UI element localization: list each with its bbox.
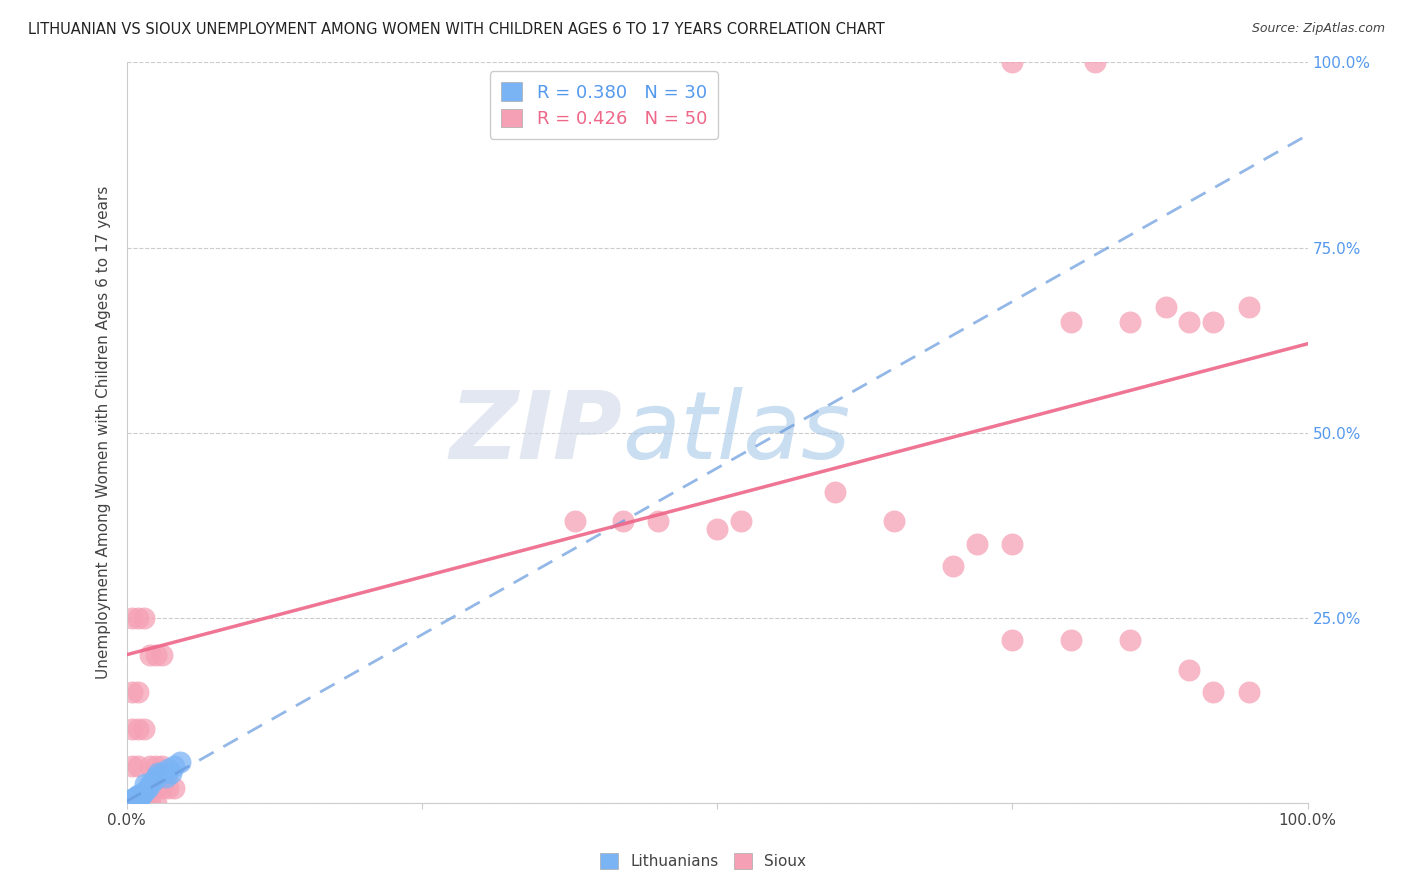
Point (124, 792, 146, 806)
Point (121, 793, 143, 807)
Point (127, 722, 149, 736)
Point (121, 722, 143, 736)
Text: ZIP: ZIP (450, 386, 623, 479)
Point (150, 780, 173, 795)
Point (134, 796, 156, 810)
Point (163, 780, 186, 795)
Point (139, 796, 162, 810)
Point (139, 648, 162, 662)
Point (122, 791, 145, 805)
Point (125, 790, 148, 805)
Point (121, 685, 143, 699)
Point (1001, 55, 1024, 70)
Point (139, 758, 162, 772)
Point (120, 794, 142, 808)
Point (139, 777, 162, 791)
Point (141, 773, 163, 788)
Point (128, 789, 150, 804)
Point (942, 558, 965, 573)
Point (127, 789, 149, 803)
Point (1202, 685, 1225, 699)
Point (612, 515, 634, 529)
Point (127, 610, 149, 624)
Legend: R = 0.380   N = 30, R = 0.426   N = 50: R = 0.380 N = 30, R = 0.426 N = 50 (489, 71, 718, 139)
Point (125, 791, 148, 805)
Point (134, 722, 156, 736)
Point (121, 792, 143, 806)
Point (136, 780, 159, 795)
Point (1237, 685, 1260, 699)
Point (121, 610, 143, 624)
Point (564, 515, 586, 529)
Point (1084, 55, 1107, 70)
Text: atlas: atlas (623, 387, 851, 478)
Point (156, 763, 179, 777)
Point (1001, 632, 1024, 647)
Point (1154, 300, 1177, 314)
Point (121, 758, 143, 772)
Point (1060, 632, 1083, 647)
Point (132, 786, 155, 800)
Y-axis label: Unemployment Among Women with Children Ages 6 to 17 years: Unemployment Among Women with Children A… (96, 186, 111, 680)
Point (127, 789, 149, 804)
Point (1178, 663, 1201, 677)
Point (824, 484, 846, 499)
Point (156, 780, 179, 795)
Point (1119, 632, 1142, 647)
Point (145, 770, 167, 784)
Point (160, 766, 183, 780)
Point (145, 648, 167, 662)
Point (1060, 314, 1083, 328)
Legend: Lithuanians, Sioux: Lithuanians, Sioux (593, 847, 813, 875)
Point (150, 766, 173, 780)
Point (150, 758, 173, 772)
Point (169, 755, 191, 769)
Text: LITHUANIAN VS SIOUX UNEMPLOYMENT AMONG WOMEN WITH CHILDREN AGES 6 TO 17 YEARS CO: LITHUANIAN VS SIOUX UNEMPLOYMENT AMONG W… (28, 22, 884, 37)
Point (145, 780, 167, 795)
Point (155, 770, 177, 784)
Point (145, 758, 167, 772)
Point (127, 796, 149, 810)
Point (883, 515, 905, 529)
Point (163, 758, 186, 772)
Point (148, 766, 170, 780)
Point (1119, 314, 1142, 328)
Point (966, 536, 988, 550)
Point (647, 515, 669, 529)
Point (127, 789, 149, 804)
Text: Source: ZipAtlas.com: Source: ZipAtlas.com (1251, 22, 1385, 36)
Point (121, 796, 143, 810)
Point (145, 796, 167, 810)
Point (134, 610, 156, 624)
Point (118, 794, 141, 808)
Point (1202, 314, 1225, 328)
Point (706, 522, 728, 536)
Point (1237, 300, 1260, 314)
Point (136, 796, 159, 810)
Point (127, 685, 149, 699)
Point (134, 785, 156, 799)
Point (1178, 314, 1201, 328)
Point (150, 648, 173, 662)
Point (134, 777, 156, 791)
Point (730, 515, 752, 529)
Point (120, 794, 142, 808)
Point (124, 790, 146, 805)
Point (1001, 536, 1024, 550)
Point (129, 789, 152, 803)
Point (127, 758, 149, 772)
Point (131, 787, 153, 801)
